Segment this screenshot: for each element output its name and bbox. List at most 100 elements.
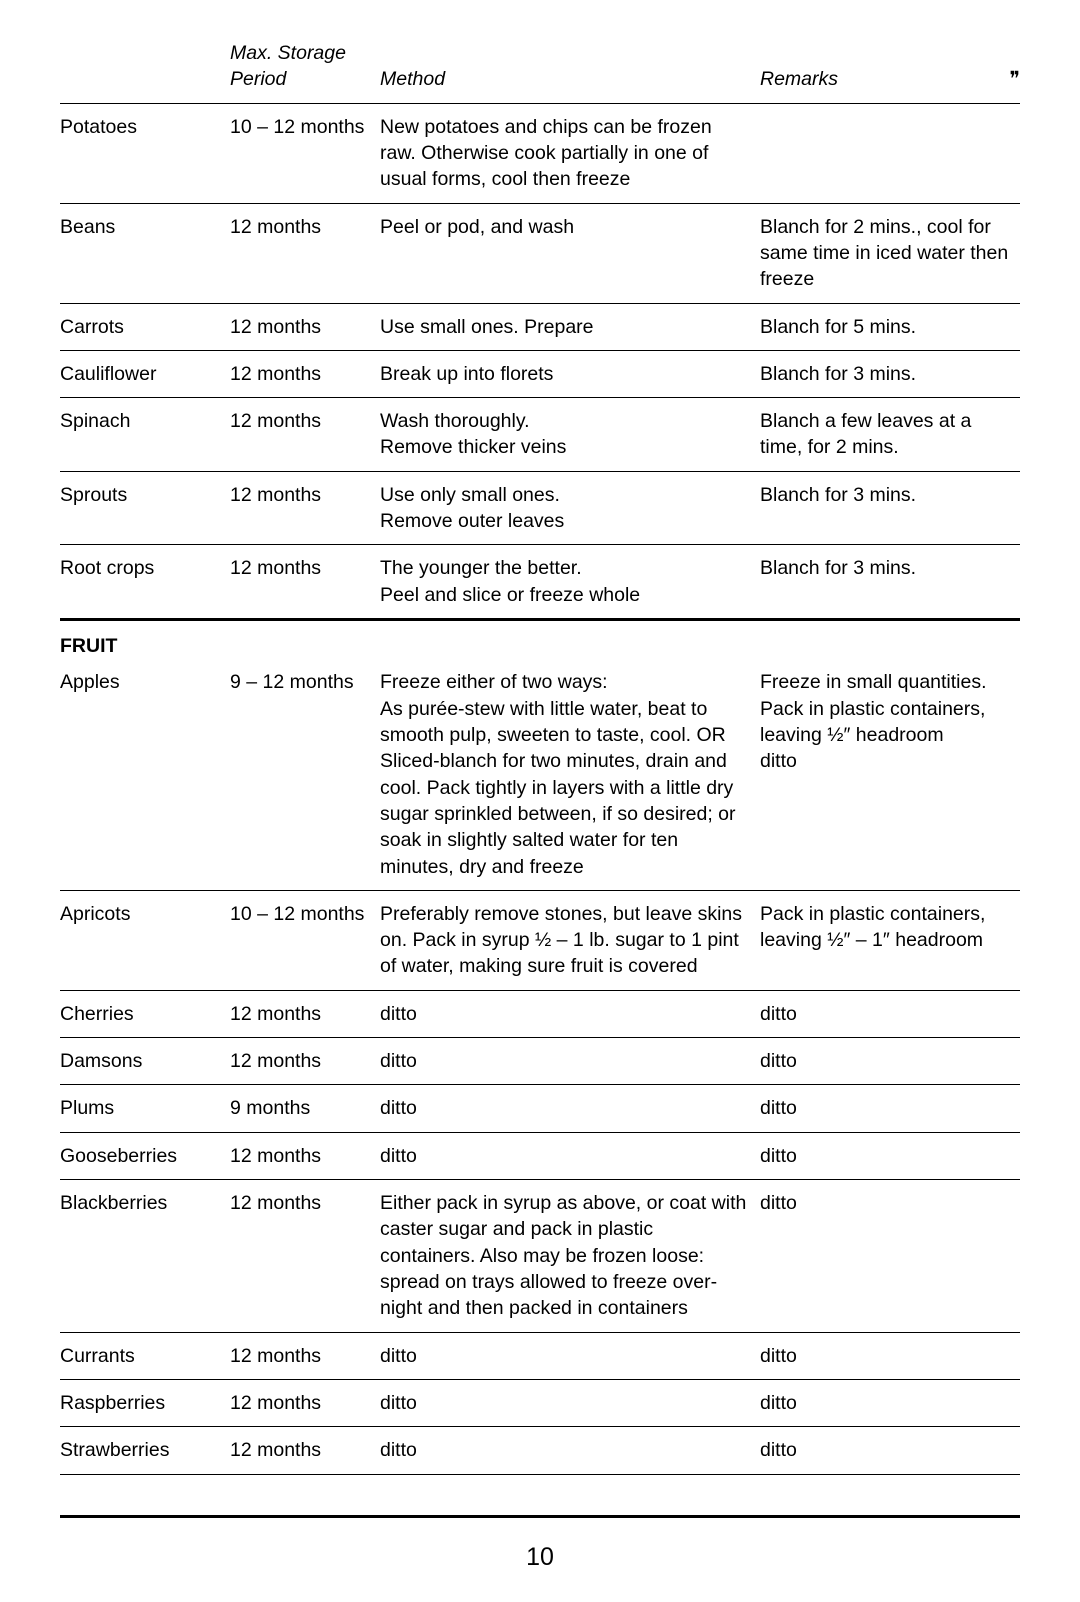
table-cell: ditto	[380, 1427, 760, 1474]
table-cell: Blanch for 3 mins.	[760, 545, 1020, 620]
table-row: Blackberries12 monthsEither pack in syru…	[60, 1180, 1020, 1333]
table-cell: ditto	[380, 1085, 760, 1132]
table-cell: 12 months	[230, 1427, 380, 1474]
table-row: Plums9 monthsdittoditto	[60, 1085, 1020, 1132]
table-cell: 10 – 12 months	[230, 890, 380, 990]
table-cell	[380, 620, 760, 660]
table-cell: Break up into florets	[380, 350, 760, 397]
table-row: Root crops12 monthsThe younger the bette…	[60, 545, 1020, 620]
table-cell: ditto	[760, 1180, 1020, 1333]
table-section-row: FRUIT	[60, 620, 1020, 660]
table-cell: ditto	[380, 990, 760, 1037]
table-cell	[230, 620, 380, 660]
table-cell: ditto	[760, 1038, 1020, 1085]
table-cell: Freeze in small quantities. Pack in plas…	[760, 659, 1020, 890]
table-row: Apricots10 – 12 monthsPreferably remove …	[60, 890, 1020, 990]
table-cell: Preferably remove stones, but leave skin…	[380, 890, 760, 990]
table-row: Apples9 – 12 monthsFreeze either of two …	[60, 659, 1020, 890]
table-cell: ditto	[380, 1132, 760, 1179]
header-remarks: Remarks ❞	[760, 40, 1020, 103]
table-cell: ditto	[380, 1332, 760, 1379]
table-cell: Blanch a few leaves at a time, for 2 min…	[760, 398, 1020, 472]
table-cell: Blanch for 3 mins.	[760, 471, 1020, 545]
table-row: Cauliflower12 monthsBreak up into floret…	[60, 350, 1020, 397]
table-row: Beans12 monthsPeel or pod, and washBlanc…	[60, 203, 1020, 303]
table-cell: Peel or pod, and wash	[380, 203, 760, 303]
table-cell: Cherries	[60, 990, 230, 1037]
table-cell: 9 months	[230, 1085, 380, 1132]
table-row: Strawberries12 monthsdittoditto	[60, 1427, 1020, 1474]
table-cell: Sprouts	[60, 471, 230, 545]
table-cell: Blanch for 2 mins., cool for same time i…	[760, 203, 1020, 303]
table-cell: Raspberries	[60, 1379, 230, 1426]
table-header-row: Max. Storage Period Method Remarks ❞	[60, 40, 1020, 103]
table-body: Potatoes10 – 12 monthsNew potatoes and c…	[60, 103, 1020, 1474]
table-cell	[760, 620, 1020, 660]
table-row: Cherries12 monthsdittoditto	[60, 990, 1020, 1037]
table-cell: ditto	[760, 1132, 1020, 1179]
table-row: Potatoes10 – 12 monthsNew potatoes and c…	[60, 103, 1020, 203]
table-cell: 12 months	[230, 1180, 380, 1333]
table-cell: Freeze either of two ways:As purée-stew …	[380, 659, 760, 890]
table-cell: ditto	[380, 1379, 760, 1426]
header-item	[60, 40, 230, 103]
table-cell: Beans	[60, 203, 230, 303]
table-cell: 12 months	[230, 545, 380, 620]
table-cell: 10 – 12 months	[230, 103, 380, 203]
table-cell: 9 – 12 months	[230, 659, 380, 890]
table-cell: Blanch for 3 mins.	[760, 350, 1020, 397]
table-row: Carrots12 monthsUse small ones. PrepareB…	[60, 303, 1020, 350]
table-cell: 12 months	[230, 1132, 380, 1179]
table-cell: 12 months	[230, 398, 380, 472]
table-cell: ditto	[760, 1379, 1020, 1426]
table-cell: Root crops	[60, 545, 230, 620]
table-cell: Either pack in syrup as above, or coat w…	[380, 1180, 760, 1333]
table-row: Currants12 monthsdittoditto	[60, 1332, 1020, 1379]
table-cell: New potatoes and chips can be frozen raw…	[380, 103, 760, 203]
freezing-storage-table: Max. Storage Period Method Remarks ❞ Pot…	[60, 40, 1020, 1475]
table-cell: Spinach	[60, 398, 230, 472]
table-cell: Strawberries	[60, 1427, 230, 1474]
table-cell: 12 months	[230, 1332, 380, 1379]
table-cell: 12 months	[230, 303, 380, 350]
table-cell: ditto	[760, 1332, 1020, 1379]
table-cell: Cauliflower	[60, 350, 230, 397]
table-cell: Pack in plastic containers, leaving ½″ –…	[760, 890, 1020, 990]
table-row: Raspberries12 monthsdittoditto	[60, 1379, 1020, 1426]
bottom-divider	[60, 1515, 1020, 1518]
page-number: 10	[60, 1543, 1020, 1572]
header-method: Method	[380, 40, 760, 103]
table-cell: 12 months	[230, 1379, 380, 1426]
table-cell: Potatoes	[60, 103, 230, 203]
table-cell: ditto	[380, 1038, 760, 1085]
table-cell: FRUIT	[60, 620, 230, 660]
table-cell: 12 months	[230, 350, 380, 397]
table-cell: The younger the better.Peel and slice or…	[380, 545, 760, 620]
table-cell: 12 months	[230, 1038, 380, 1085]
table-cell: Carrots	[60, 303, 230, 350]
table-cell	[760, 103, 1020, 203]
table-cell: Apricots	[60, 890, 230, 990]
table-row: Gooseberries12 monthsdittoditto	[60, 1132, 1020, 1179]
table-row: Damsons12 monthsdittoditto	[60, 1038, 1020, 1085]
table-cell: Blanch for 5 mins.	[760, 303, 1020, 350]
header-period: Max. Storage Period	[230, 40, 380, 103]
table-cell: 12 months	[230, 471, 380, 545]
table-cell: ditto	[760, 1085, 1020, 1132]
table-cell: Plums	[60, 1085, 230, 1132]
table-cell: ditto	[760, 990, 1020, 1037]
table-cell: 12 months	[230, 990, 380, 1037]
table-cell: Apples	[60, 659, 230, 890]
table-cell: Wash thoroughly.Remove thicker veins	[380, 398, 760, 472]
table-cell: Use only small ones.Remove outer leaves	[380, 471, 760, 545]
table-cell: Gooseberries	[60, 1132, 230, 1179]
table-cell: Damsons	[60, 1038, 230, 1085]
table-row: Spinach12 monthsWash thoroughly.Remove t…	[60, 398, 1020, 472]
header-quirk-mark: ❞	[1010, 66, 1021, 92]
table-cell: Currants	[60, 1332, 230, 1379]
table-cell: Blackberries	[60, 1180, 230, 1333]
table-row: Sprouts12 monthsUse only small ones.Remo…	[60, 471, 1020, 545]
table-cell: ditto	[760, 1427, 1020, 1474]
table-cell: Use small ones. Prepare	[380, 303, 760, 350]
table-cell: 12 months	[230, 203, 380, 303]
